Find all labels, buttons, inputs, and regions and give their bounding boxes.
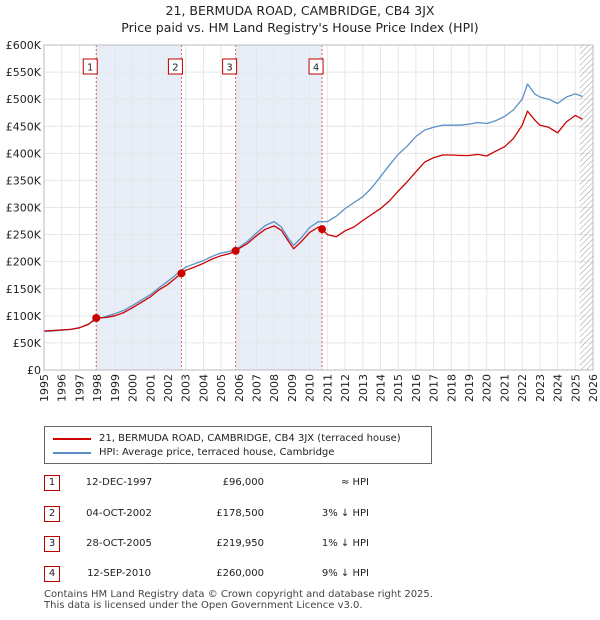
x-tick-label: 1999 — [109, 374, 122, 402]
y-tick-label: £550K — [6, 66, 42, 79]
x-tick-label: 2010 — [304, 374, 317, 402]
chart-title: 21, BERMUDA ROAD, CAMBRIDGE, CB4 3JX — [165, 3, 435, 18]
footer-attribution: Contains HM Land Registry data © Crown c… — [44, 589, 433, 611]
y-tick-label: £250K — [6, 229, 42, 242]
x-tick-label: 2024 — [552, 374, 565, 402]
y-tick-label: £350K — [6, 174, 42, 187]
x-tick-label: 2011 — [321, 374, 334, 402]
x-tick-label: 2014 — [374, 374, 387, 402]
sale-number-badge: 3 — [44, 536, 60, 552]
sale-badge-label: 3 — [226, 63, 232, 74]
sale-price: £260,000 — [216, 568, 264, 579]
table-row: 4 12-SEP-2010 £260,000 9% ↓ HPI — [44, 566, 404, 586]
x-tick-label: 2005 — [215, 374, 228, 402]
legend: 21, BERMUDA ROAD, CAMBRIDGE, CB4 3JX (te… — [44, 426, 432, 464]
sale-price: £96,000 — [222, 477, 264, 488]
sale-number-badge: 2 — [44, 506, 60, 522]
table-row: 2 04-OCT-2002 £178,500 3% ↓ HPI — [44, 506, 404, 526]
x-tick-label: 2006 — [233, 374, 246, 402]
hpi-series-line — [43, 83, 583, 333]
y-tick-label: £0 — [27, 364, 41, 377]
x-tick-label: 2003 — [180, 374, 193, 402]
chart-title-block: 21, BERMUDA ROAD, CAMBRIDGE, CB4 3JX Pri… — [0, 2, 600, 36]
sale-badge-box — [82, 58, 98, 75]
legend-label-property: 21, BERMUDA ROAD, CAMBRIDGE, CB4 3JX (te… — [99, 433, 401, 444]
x-tick-label: 1997 — [73, 374, 86, 402]
table-row: 3 28-OCT-2005 £219,950 1% ↓ HPI — [44, 536, 404, 556]
y-tick-label: £400K — [6, 147, 42, 160]
sale-badge-box — [308, 58, 324, 75]
sale-point — [318, 225, 327, 234]
x-tick-label: 2012 — [339, 374, 352, 402]
x-tick-label: 2021 — [498, 374, 511, 402]
sale-badge-box — [222, 58, 238, 75]
x-tick-label: 2023 — [534, 374, 547, 402]
sale-date: 12-DEC-1997 — [85, 477, 153, 488]
sale-price: £219,950 — [216, 538, 264, 549]
y-tick-label: £500K — [6, 93, 42, 106]
x-tick-label: 2002 — [162, 374, 175, 402]
property-series-line — [43, 110, 583, 332]
x-tick-label: 1995 — [38, 374, 51, 402]
x-tick-label: 2001 — [144, 374, 157, 402]
legend-item-hpi: HPI: Average price, terraced house, Camb… — [53, 447, 334, 458]
sale-point — [177, 269, 186, 278]
sale-hpi-comparison: 3% ↓ HPI — [321, 508, 369, 519]
sale-price: £178,500 — [216, 508, 264, 519]
sale-badge-label: 1 — [87, 63, 93, 74]
sale-date: 28-OCT-2005 — [86, 538, 152, 549]
x-tick-label: 1996 — [56, 374, 69, 402]
sale-date: 12-SEP-2010 — [87, 568, 151, 579]
chart-subtitle: Price paid vs. HM Land Registry's House … — [121, 20, 479, 35]
x-tick-label: 2025 — [569, 374, 582, 402]
x-tick-label: 1998 — [91, 374, 104, 402]
sale-badge-label: 4 — [313, 63, 319, 74]
y-tick-label: £50K — [13, 337, 42, 350]
sale-point — [231, 246, 240, 255]
x-tick-label: 2019 — [463, 374, 476, 402]
sale-number-badge: 1 — [44, 475, 60, 491]
forecast-hatch — [579, 45, 593, 370]
y-tick-label: £100K — [6, 310, 42, 323]
x-tick-label: 2013 — [357, 374, 370, 402]
footer-line-licence: This data is licensed under the Open Gov… — [44, 600, 363, 611]
legend-item-property: 21, BERMUDA ROAD, CAMBRIDGE, CB4 3JX (te… — [53, 433, 401, 444]
legend-swatch-property — [53, 437, 91, 440]
x-tick-label: 2008 — [268, 374, 281, 402]
price-chart: 1 2 3 4 £0 £50K £100K £150K £200K £250K £300K £350… — [6, 39, 600, 402]
x-tick-label: 2018 — [445, 374, 458, 402]
sale-number-badge: 4 — [44, 566, 60, 582]
legend-swatch-hpi — [53, 451, 91, 454]
y-tick-label: £150K — [6, 283, 42, 296]
sale-point — [92, 314, 101, 322]
y-tick-label: £450K — [6, 120, 42, 133]
table-row: 1 12-DEC-1997 £96,000 ≈ HPI — [44, 475, 404, 495]
sale-hpi-comparison: 1% ↓ HPI — [321, 538, 369, 549]
legend-label-hpi: HPI: Average price, terraced house, Camb… — [99, 447, 335, 458]
sale-badge-box — [167, 58, 183, 75]
x-tick-label: 2004 — [197, 374, 210, 402]
sale-badge-label: 2 — [172, 63, 178, 74]
plot-frame — [43, 44, 594, 371]
x-tick-label: 2015 — [392, 374, 405, 402]
x-tick-label: 2026 — [587, 374, 600, 402]
sale-hpi-comparison: 9% ↓ HPI — [321, 568, 369, 579]
x-tick-label: 2007 — [251, 374, 264, 402]
y-tick-label: £600K — [6, 39, 42, 52]
x-tick-label: 2000 — [127, 374, 140, 402]
sale-hpi-comparison: ≈ HPI — [340, 477, 369, 488]
sale-date: 04-OCT-2002 — [86, 508, 152, 519]
x-tick-label: 2022 — [516, 374, 529, 402]
x-tick-label: 2017 — [428, 374, 441, 402]
x-tick-label: 2016 — [410, 374, 423, 402]
y-tick-label: £200K — [6, 256, 42, 269]
footer-line-copyright: Contains HM Land Registry data © Crown c… — [44, 589, 433, 600]
x-tick-label: 2009 — [286, 374, 299, 402]
y-tick-label: £300K — [6, 202, 42, 215]
x-tick-label: 2020 — [481, 374, 494, 402]
